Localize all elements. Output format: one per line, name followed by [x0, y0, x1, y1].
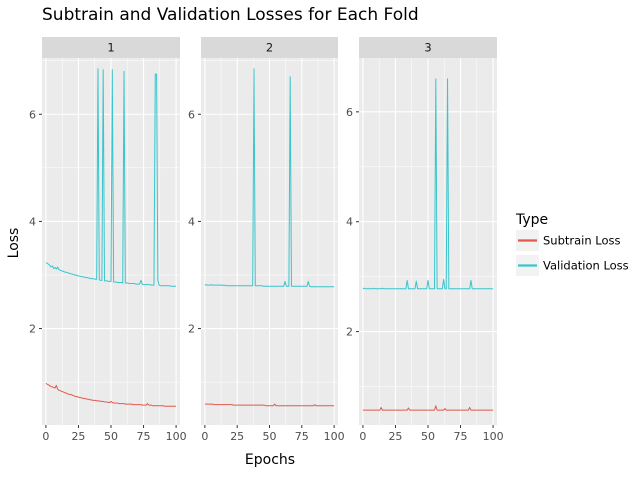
facet-panel-1: 1 0 25 50 75 100 2 4 6	[29, 37, 187, 443]
y-tick-label: 2	[29, 323, 36, 336]
legend-item-validation-loss: Validation Loss	[516, 255, 629, 276]
legend-label: Subtrain Loss	[543, 234, 621, 248]
facet-strip-label: 2	[266, 41, 273, 55]
legend-item-subtrain-loss: Subtrain Loss	[516, 230, 621, 251]
subtrain-loss-line	[45, 382, 177, 407]
y-tick-label: 6	[346, 106, 353, 119]
x-tick-label: 0	[359, 430, 366, 443]
validation-loss-line	[45, 68, 177, 287]
x-tick-label: 0	[201, 430, 208, 443]
x-tick-label: 100	[324, 430, 345, 443]
facet-strip	[201, 37, 338, 58]
x-tick-label: 25	[230, 430, 244, 443]
validation-loss-line	[362, 78, 494, 290]
x-tick-label: 75	[295, 430, 309, 443]
y-tick-label: 4	[29, 215, 36, 228]
y-tick-label: 4	[346, 216, 353, 229]
y-tick-label: 4	[188, 215, 195, 228]
subtrain-loss-line	[362, 405, 494, 411]
x-tick-label: 50	[263, 430, 277, 443]
x-tick-label: 25	[71, 430, 85, 443]
x-tick-label: 100	[483, 430, 504, 443]
facet-panel-2: 2 0 25 50 75 100 2 4 6	[188, 37, 345, 443]
x-tick-label: 50	[421, 430, 435, 443]
x-axis-title: Epochs	[245, 452, 295, 468]
legend: Type Subtrain Loss Validation Loss	[515, 212, 629, 276]
legend-title: Type	[515, 212, 548, 228]
y-tick-label: 2	[346, 326, 353, 339]
y-tick-label: 6	[29, 108, 36, 121]
legend-label: Validation Loss	[543, 259, 629, 273]
legend-items: Subtrain Loss Validation Loss	[516, 230, 629, 276]
subtrain-loss-line	[204, 403, 335, 407]
facet-panel-3: 3 0 25 50 75 100 2 4 6	[346, 37, 504, 443]
x-tick-label: 75	[454, 430, 468, 443]
validation-loss-line	[204, 68, 335, 288]
y-tick-label: 6	[188, 108, 195, 121]
x-tick-label: 100	[166, 430, 187, 443]
y-axis-title: Loss	[6, 228, 22, 259]
x-tick-label: 50	[104, 430, 118, 443]
facet-strip-label: 3	[424, 41, 431, 55]
x-tick-label: 0	[42, 430, 49, 443]
chart-title: Subtrain and Validation Losses for Each …	[42, 5, 419, 25]
facet-strip	[42, 37, 180, 58]
facet-strip	[359, 37, 497, 58]
x-tick-label: 75	[137, 430, 151, 443]
y-tick-label: 2	[188, 323, 195, 336]
facet-strip-label: 1	[107, 41, 114, 55]
x-tick-label: 25	[388, 430, 402, 443]
